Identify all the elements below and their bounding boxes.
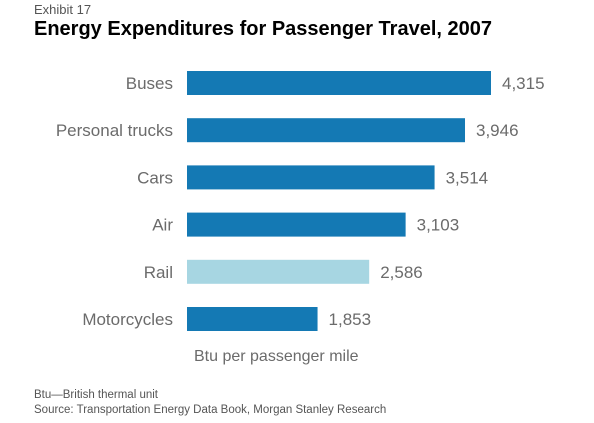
bar-personal-trucks <box>187 118 466 143</box>
value-label: 3,103 <box>417 216 460 235</box>
footnote-btu: Btu—British thermal unit <box>34 389 158 401</box>
category-label: Air <box>152 216 173 235</box>
value-label: 3,514 <box>446 168 489 187</box>
value-label: 2,586 <box>380 263 423 282</box>
value-label: 1,853 <box>329 310 372 329</box>
bar-cars <box>187 165 435 190</box>
bar-motorcycles <box>187 307 318 331</box>
bar-buses <box>187 71 491 95</box>
category-label: Cars <box>137 168 173 187</box>
category-label: Rail <box>144 263 173 282</box>
category-label: Buses <box>126 74 173 93</box>
bar-air <box>187 212 406 237</box>
category-label: Personal trucks <box>56 121 173 140</box>
x-axis-label: Btu per passenger mile <box>194 348 359 365</box>
footnote-source: Source: Transportation Energy Data Book,… <box>34 404 387 416</box>
value-label: 4,315 <box>502 74 545 93</box>
chart-title: Energy Expenditures for Passenger Travel… <box>34 18 492 40</box>
bar-rail <box>187 259 370 284</box>
value-label: 3,946 <box>476 121 519 140</box>
category-label: Motorcycles <box>82 310 173 329</box>
exhibit-label: Exhibit 17 <box>34 2 92 17</box>
